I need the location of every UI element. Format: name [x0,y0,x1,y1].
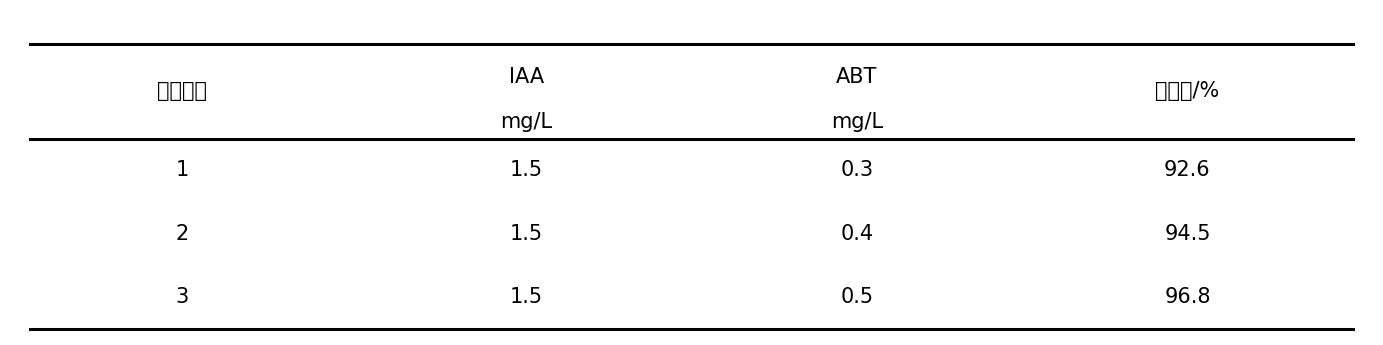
Text: mg/L: mg/L [501,111,552,131]
Text: 92.6: 92.6 [1164,160,1210,180]
Text: 2: 2 [176,224,188,244]
Text: 0.4: 0.4 [841,224,873,244]
Text: 1.5: 1.5 [510,287,542,307]
Text: ABT: ABT [837,68,877,87]
Text: 试验编号: 试验编号 [156,81,207,101]
Text: 94.5: 94.5 [1164,224,1210,244]
Text: 1.5: 1.5 [510,224,542,244]
Text: 生根率/%: 生根率/% [1155,81,1220,101]
Text: 1.5: 1.5 [510,160,542,180]
Text: 96.8: 96.8 [1164,287,1210,307]
Text: 0.3: 0.3 [841,160,873,180]
Text: 0.5: 0.5 [841,287,873,307]
Text: 1: 1 [176,160,188,180]
Text: 3: 3 [176,287,188,307]
Text: IAA: IAA [509,68,544,87]
Text: mg/L: mg/L [831,111,882,131]
